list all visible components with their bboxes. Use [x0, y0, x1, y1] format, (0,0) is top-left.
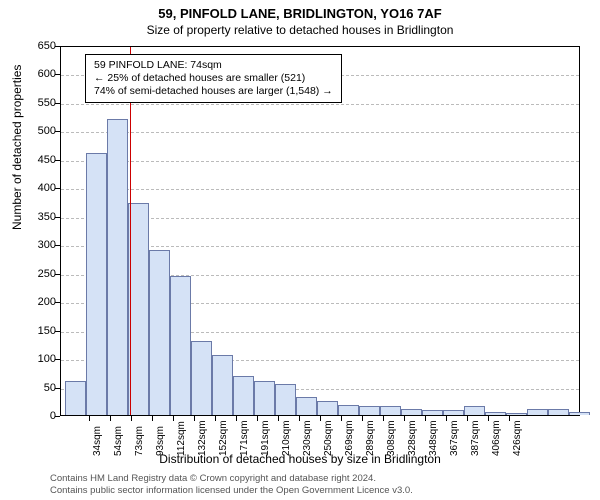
annotation-line3: 74% of semi-detached houses are larger (… [94, 85, 333, 98]
bar [107, 119, 128, 415]
xtick-mark [152, 416, 153, 421]
ytick-label: 500 [16, 125, 56, 137]
bar [254, 381, 275, 415]
bar [443, 410, 464, 415]
xtick-label: 328sqm [407, 420, 418, 456]
ytick-label: 350 [16, 211, 56, 223]
bar [506, 413, 527, 415]
ytick-label: 450 [16, 154, 56, 166]
bar [464, 406, 485, 415]
xtick-mark [404, 416, 405, 421]
gridline [61, 161, 579, 162]
chart-root: 59, PINFOLD LANE, BRIDLINGTON, YO16 7AF … [0, 0, 600, 500]
x-axis-label: Distribution of detached houses by size … [0, 452, 600, 466]
bar [296, 397, 317, 415]
bar [359, 406, 380, 415]
xtick-mark [173, 416, 174, 421]
xtick-mark [89, 416, 90, 421]
xtick-mark [362, 416, 363, 421]
xtick-mark [110, 416, 111, 421]
xtick-label: 348sqm [428, 420, 439, 456]
xtick-label: 230sqm [302, 420, 313, 456]
title-sub: Size of property relative to detached ho… [0, 23, 600, 37]
ytick-label: 300 [16, 239, 56, 251]
bar [548, 409, 569, 415]
bar [275, 384, 296, 415]
ytick-label: 150 [16, 325, 56, 337]
ytick-label: 200 [16, 296, 56, 308]
xtick-label: 152sqm [218, 420, 229, 456]
xtick-mark [131, 416, 132, 421]
xtick-mark [215, 416, 216, 421]
ytick-label: 50 [16, 382, 56, 394]
gridline [61, 132, 579, 133]
ytick-label: 100 [16, 353, 56, 365]
ytick-label: 600 [16, 68, 56, 80]
xtick-label: 367sqm [449, 420, 460, 456]
ytick-mark [55, 416, 60, 417]
bar [569, 412, 590, 415]
bar [149, 250, 170, 415]
xtick-label: 132sqm [197, 420, 208, 456]
bar [86, 153, 107, 415]
xtick-mark [467, 416, 468, 421]
bar [170, 276, 191, 415]
ytick-label: 250 [16, 268, 56, 280]
xtick-label: 269sqm [344, 420, 355, 456]
xtick-mark [299, 416, 300, 421]
bar [128, 203, 149, 415]
xtick-mark [236, 416, 237, 421]
xtick-mark [425, 416, 426, 421]
xtick-label: 112sqm [176, 421, 187, 456]
xtick-label: 210sqm [281, 420, 292, 456]
footer-line2: Contains public sector information licen… [50, 485, 413, 496]
xtick-mark [257, 416, 258, 421]
title-main: 59, PINFOLD LANE, BRIDLINGTON, YO16 7AF [0, 6, 600, 21]
bar [527, 409, 548, 415]
xtick-label: 406sqm [491, 420, 502, 456]
footer-line1: Contains HM Land Registry data © Crown c… [50, 473, 413, 484]
xtick-mark [383, 416, 384, 421]
xtick-label: 426sqm [512, 420, 523, 456]
bar [65, 381, 86, 415]
gridline [61, 104, 579, 105]
annotation-line2: ← 25% of detached houses are smaller (52… [94, 72, 333, 85]
bar [338, 405, 359, 415]
xtick-label: 191sqm [260, 420, 271, 456]
xtick-mark [488, 416, 489, 421]
xtick-label: 308sqm [386, 420, 397, 456]
xtick-mark [341, 416, 342, 421]
bar [380, 406, 401, 415]
gridline [61, 189, 579, 190]
ytick-label: 0 [16, 410, 56, 422]
annotation-line1: 59 PINFOLD LANE: 74sqm [94, 59, 333, 72]
bar [212, 355, 233, 415]
footer: Contains HM Land Registry data © Crown c… [50, 473, 413, 496]
ytick-label: 550 [16, 97, 56, 109]
xtick-mark [509, 416, 510, 421]
xtick-mark [194, 416, 195, 421]
xtick-label: 387sqm [470, 420, 481, 456]
bar [191, 341, 212, 415]
xtick-label: 289sqm [365, 420, 376, 456]
bar [485, 412, 506, 415]
bar [317, 401, 338, 415]
annotation-box: 59 PINFOLD LANE: 74sqm ← 25% of detached… [85, 54, 342, 103]
xtick-label: 171sqm [239, 420, 250, 456]
xtick-mark [320, 416, 321, 421]
bar [233, 376, 254, 415]
bar [401, 409, 422, 415]
xtick-mark [446, 416, 447, 421]
ytick-label: 650 [16, 40, 56, 52]
bar [422, 410, 443, 415]
xtick-label: 250sqm [323, 420, 334, 456]
ytick-label: 400 [16, 182, 56, 194]
xtick-mark [278, 416, 279, 421]
y-axis-label: Number of detached properties [10, 65, 24, 230]
